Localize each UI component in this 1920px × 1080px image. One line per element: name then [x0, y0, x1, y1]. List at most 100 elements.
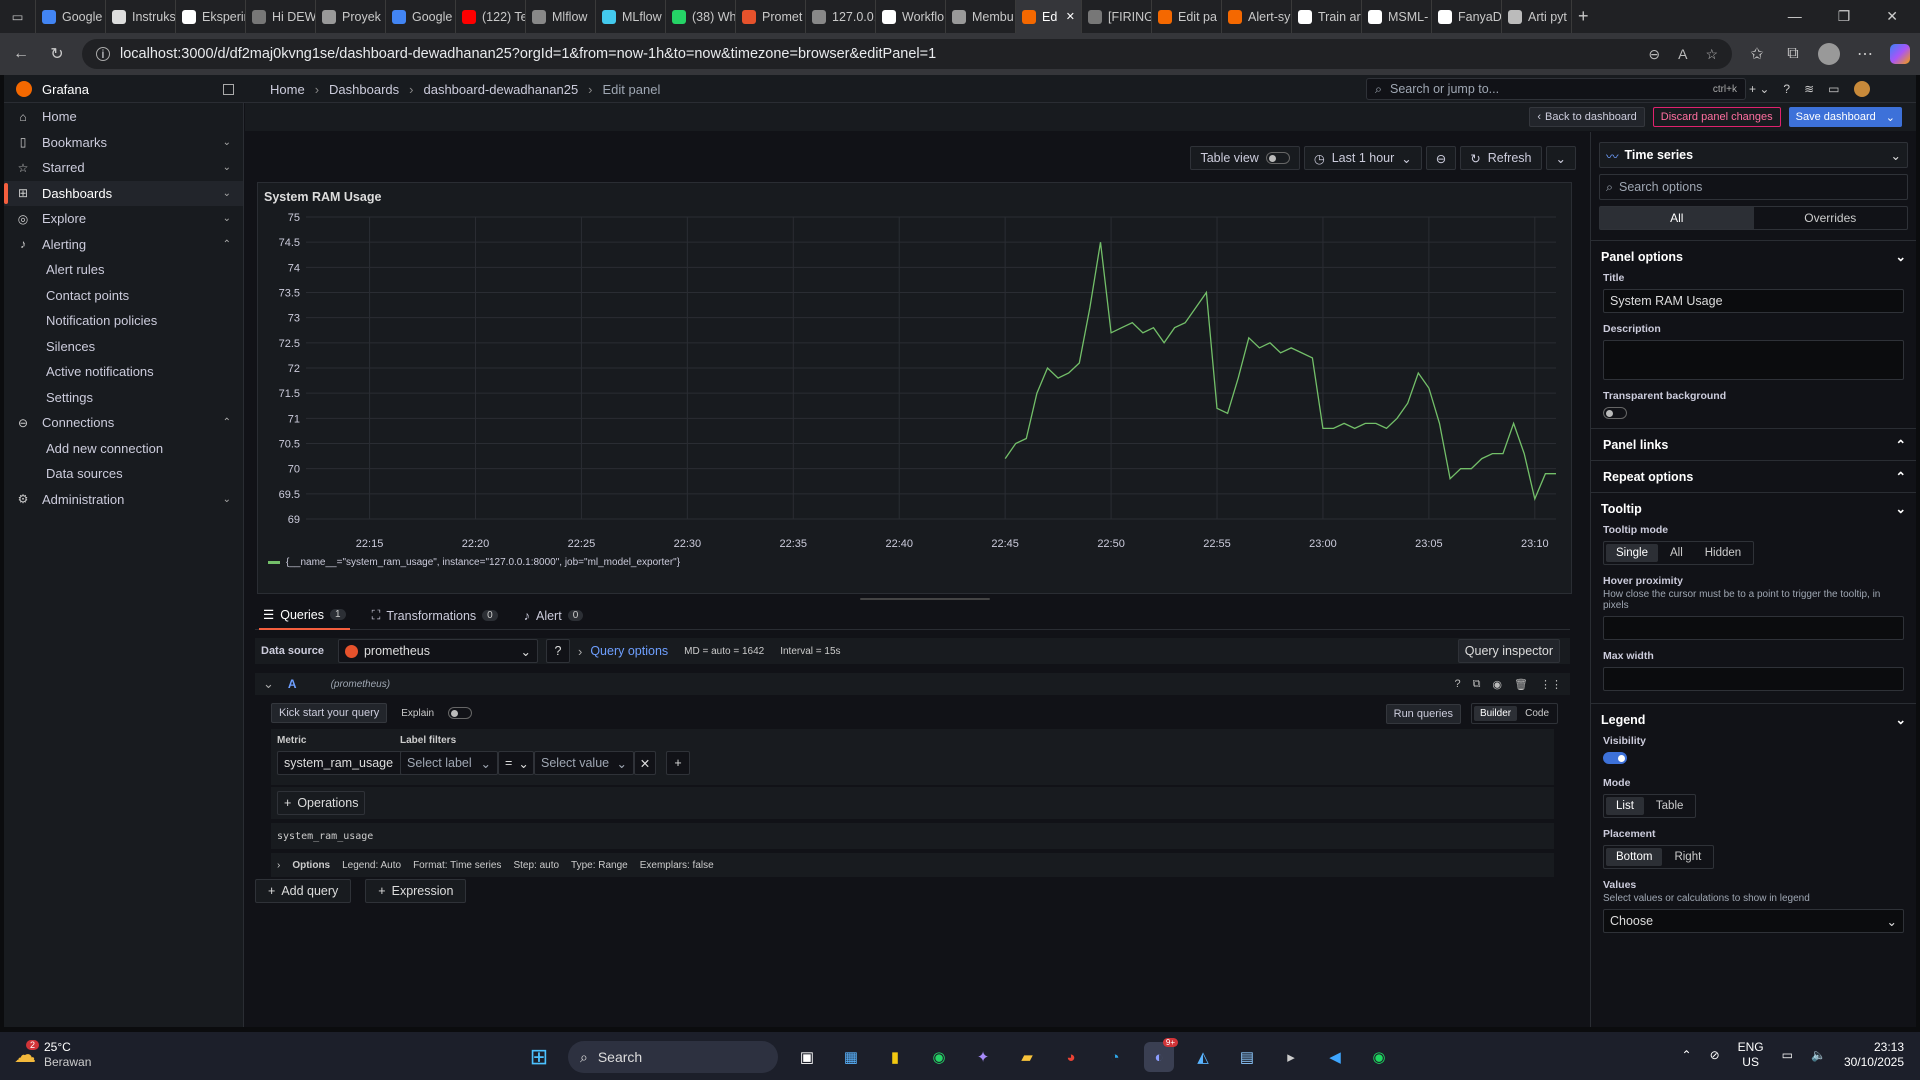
browser-tab[interactable]: MLflow	[596, 0, 666, 33]
news-icon[interactable]: ≋	[1804, 82, 1815, 96]
tab-overrides[interactable]: Overrides	[1804, 211, 1857, 225]
sidebar-item-home[interactable]: ⌂ Home	[4, 104, 243, 130]
chevron-down-icon[interactable]: ⌄	[222, 136, 231, 148]
file-explorer-icon[interactable]: ▰	[1021, 1049, 1033, 1066]
dock-menu-icon[interactable]	[223, 83, 234, 95]
sidebar-item-data-sources[interactable]: Data sources	[4, 461, 243, 487]
copilot-app-icon[interactable]: ✦	[976, 1049, 990, 1066]
placement-bottom[interactable]: Bottom	[1606, 848, 1663, 866]
browser-tab[interactable]: Google	[386, 0, 456, 33]
max-width-input[interactable]	[1603, 667, 1904, 691]
tab-alert[interactable]: ♪ Alert 0	[520, 602, 588, 630]
grafana-logo[interactable]: Grafana	[4, 75, 244, 103]
photos-icon[interactable]: ◭	[1197, 1049, 1209, 1066]
title-input[interactable]: System RAM Usage	[1603, 289, 1904, 313]
minimize-icon[interactable]: —	[1787, 8, 1802, 24]
favorites-icon[interactable]: ✩	[1750, 46, 1764, 63]
duplicate-icon[interactable]: ⧉	[1472, 677, 1481, 690]
query-inspector-button[interactable]: Query inspector	[1457, 639, 1560, 663]
edge-icon[interactable]: ◔	[1110, 1048, 1120, 1066]
collapse-icon[interactable]: ⌄	[263, 676, 274, 691]
sidebar-item-dashboards[interactable]: ⊞ Dashboards ⌄	[4, 180, 243, 206]
task-view-icon[interactable]: ▣	[799, 1049, 815, 1066]
terminal-icon[interactable]: ▸	[1287, 1049, 1295, 1066]
browser-tab[interactable]: Train ar	[1292, 0, 1362, 33]
browser-tab[interactable]: Proyek	[316, 0, 386, 33]
values-select[interactable]: Choose ⌄	[1603, 909, 1904, 933]
refresh-button[interactable]: ↻ Refresh	[1460, 146, 1542, 170]
browser-tab[interactable]: (38) Wh	[666, 0, 736, 33]
breadcrumb-home[interactable]: Home	[270, 81, 305, 97]
legend-section[interactable]: Legend ⌄	[1591, 703, 1916, 735]
browser-tab[interactable]: MSML-	[1362, 0, 1432, 33]
tab-actions-icon[interactable]: ▭	[0, 0, 36, 33]
browser-tab[interactable]: Hi DEW	[246, 0, 316, 33]
browser-tab[interactable]: Arti pyt	[1502, 0, 1572, 33]
sidebar-item-add-new-connection[interactable]: Add new connection	[4, 436, 243, 462]
sidebar-item-settings[interactable]: Settings	[4, 385, 243, 411]
remove-filter-button[interactable]: ✕	[634, 751, 656, 775]
panel-options-section[interactable]: Panel options ⌄	[1591, 240, 1916, 272]
chevron-up-icon[interactable]: ⌃	[1681, 1048, 1692, 1062]
clock[interactable]: 23:13 30/10/2025	[1844, 1040, 1904, 1070]
mode-list[interactable]: List	[1606, 797, 1644, 815]
spotify-icon[interactable]: ◉	[1372, 1049, 1386, 1066]
query-options-link[interactable]: Query options	[590, 644, 669, 658]
browser-tab[interactable]: Edit pa	[1152, 0, 1222, 33]
discard-changes-button[interactable]: Discard panel changes	[1652, 107, 1781, 127]
mode-table[interactable]: Table	[1655, 800, 1684, 812]
chevron-right-icon[interactable]: ›	[577, 643, 583, 659]
network-off-icon[interactable]: ⊘	[1709, 1048, 1720, 1062]
discord-icon[interactable]: ◐ 9+	[1144, 1038, 1178, 1072]
datasource-help-button[interactable]: ?	[545, 639, 570, 663]
visualization-picker[interactable]: 〰 Time series ⌄	[1599, 142, 1908, 168]
visibility-toggle[interactable]	[1603, 752, 1627, 764]
datasource-picker[interactable]: prometheus ⌄	[337, 639, 538, 663]
whatsapp-icon[interactable]: ◉	[932, 1049, 946, 1066]
browser-tab[interactable]: FanyaD	[1432, 0, 1502, 33]
options-search-input[interactable]: ⌕ Search options	[1599, 174, 1908, 200]
sidebar-item-starred[interactable]: ☆ Starred ⌄	[4, 155, 243, 181]
sidebar-item-administration[interactable]: ⚙ Administration ⌄	[4, 487, 243, 513]
tab-all[interactable]: All	[1600, 207, 1754, 229]
sidebar-item-explore[interactable]: ◎ Explore ⌄	[4, 206, 243, 232]
tooltip-section[interactable]: Tooltip ⌄	[1591, 492, 1916, 524]
zoom-icon[interactable]: ⊖	[1648, 45, 1661, 62]
weather-widget[interactable]: ☁ 2 25°C Berawan	[14, 1040, 91, 1070]
time-picker[interactable]: ◷ Last 1 hour ⌄	[1303, 146, 1422, 170]
tooltip-hidden[interactable]: Hidden	[1704, 547, 1742, 559]
eye-icon[interactable]: ◉	[1492, 678, 1503, 691]
chevron-down-icon[interactable]: ⌄	[222, 162, 231, 174]
save-dashboard-button[interactable]: Save dashboard ⌄	[1788, 107, 1902, 127]
hover-proximity-input[interactable]	[1603, 616, 1904, 640]
copilot-icon[interactable]	[1890, 44, 1910, 64]
resize-handle[interactable]	[860, 598, 990, 600]
browser-tab[interactable]: (122) Te	[456, 0, 526, 33]
new-tab-icon[interactable]: +	[1578, 6, 1589, 26]
sidebar-item-alert-rules[interactable]: Alert rules	[4, 257, 243, 283]
add-icon[interactable]: + ⌄	[1749, 82, 1770, 96]
sidebar-item-notification-policies[interactable]: Notification policies	[4, 308, 243, 334]
user-avatar[interactable]	[1853, 81, 1870, 97]
info-icon[interactable]: i	[96, 47, 110, 61]
breadcrumb-dashboards[interactable]: Dashboards	[329, 81, 400, 97]
kiosk-icon[interactable]: ▭	[1828, 82, 1840, 96]
notepad-icon[interactable]: ▤	[1239, 1049, 1255, 1066]
metric-select[interactable]: system_ram_usage⌄	[277, 751, 413, 775]
read-aloud-icon[interactable]: A	[1678, 45, 1688, 62]
operator-select[interactable]: = ⌄	[498, 751, 534, 775]
sidebar-item-connections[interactable]: ⊖ Connections ⌃	[4, 410, 243, 436]
tab-transformations[interactable]: ⛶ Transformations 0	[368, 602, 502, 630]
browser-tab[interactable]: [FIRING	[1082, 0, 1152, 33]
sidebar-item-bookmarks[interactable]: ▯ Bookmarks ⌄	[4, 130, 243, 156]
sidebar-item-contact-points[interactable]: Contact points	[4, 283, 243, 309]
tooltip-single[interactable]: Single	[1606, 544, 1658, 562]
chrome-icon[interactable]: ◕	[1066, 1048, 1076, 1066]
taskbar-search[interactable]: ⌕ Search	[568, 1041, 778, 1073]
back-to-dashboard-button[interactable]: ‹ Back to dashboard	[1529, 107, 1645, 127]
query-options-row[interactable]: › Options Legend: Auto Format: Time seri…	[271, 853, 1554, 877]
sidebar-item-silences[interactable]: Silences	[4, 334, 243, 360]
powerbi-icon[interactable]: ▮	[890, 1049, 900, 1066]
help-icon[interactable]: ?	[1783, 82, 1791, 96]
chevron-up-icon[interactable]: ⌃	[222, 417, 231, 429]
